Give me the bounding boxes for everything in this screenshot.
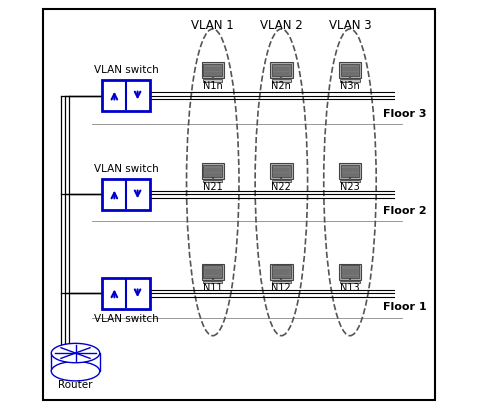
- FancyBboxPatch shape: [270, 264, 293, 280]
- FancyBboxPatch shape: [203, 164, 222, 177]
- FancyBboxPatch shape: [272, 281, 291, 284]
- FancyBboxPatch shape: [339, 163, 361, 179]
- Text: N2n: N2n: [271, 81, 291, 92]
- Text: N3n: N3n: [340, 81, 360, 92]
- Text: N12: N12: [271, 283, 291, 293]
- FancyBboxPatch shape: [102, 80, 149, 111]
- FancyBboxPatch shape: [201, 62, 224, 78]
- Polygon shape: [51, 353, 100, 371]
- FancyBboxPatch shape: [203, 266, 222, 278]
- FancyBboxPatch shape: [339, 62, 361, 78]
- Text: N22: N22: [271, 182, 291, 192]
- Text: VLAN switch: VLAN switch: [94, 314, 159, 324]
- Text: VLAN 1: VLAN 1: [191, 19, 234, 32]
- Text: N23: N23: [340, 182, 360, 192]
- FancyBboxPatch shape: [270, 163, 293, 179]
- FancyBboxPatch shape: [203, 79, 222, 81]
- Ellipse shape: [51, 343, 100, 363]
- Text: N13: N13: [340, 283, 360, 293]
- FancyBboxPatch shape: [102, 179, 149, 210]
- FancyBboxPatch shape: [203, 281, 222, 284]
- FancyBboxPatch shape: [340, 79, 360, 81]
- Text: N21: N21: [203, 182, 223, 192]
- FancyBboxPatch shape: [272, 64, 291, 76]
- Text: VLAN switch: VLAN switch: [94, 164, 159, 174]
- FancyBboxPatch shape: [203, 180, 222, 182]
- Ellipse shape: [51, 362, 100, 381]
- FancyBboxPatch shape: [272, 79, 291, 81]
- Text: N11: N11: [203, 283, 223, 293]
- Text: Floor 3: Floor 3: [383, 109, 427, 119]
- FancyBboxPatch shape: [102, 278, 149, 309]
- FancyBboxPatch shape: [201, 264, 224, 280]
- Text: VLAN switch: VLAN switch: [94, 65, 159, 75]
- FancyBboxPatch shape: [340, 281, 360, 284]
- FancyBboxPatch shape: [272, 266, 291, 278]
- Text: Floor 1: Floor 1: [383, 303, 427, 312]
- Text: N1n: N1n: [203, 81, 223, 92]
- Text: VLAN 2: VLAN 2: [260, 19, 303, 32]
- FancyBboxPatch shape: [272, 180, 291, 182]
- Text: Router: Router: [58, 380, 93, 390]
- Text: Floor 2: Floor 2: [383, 206, 427, 215]
- FancyBboxPatch shape: [270, 62, 293, 78]
- FancyBboxPatch shape: [203, 64, 222, 76]
- FancyBboxPatch shape: [340, 180, 360, 182]
- FancyBboxPatch shape: [339, 264, 361, 280]
- FancyBboxPatch shape: [272, 164, 291, 177]
- FancyBboxPatch shape: [341, 164, 359, 177]
- FancyBboxPatch shape: [201, 163, 224, 179]
- Text: VLAN 3: VLAN 3: [329, 19, 371, 32]
- FancyBboxPatch shape: [341, 64, 359, 76]
- FancyBboxPatch shape: [341, 266, 359, 278]
